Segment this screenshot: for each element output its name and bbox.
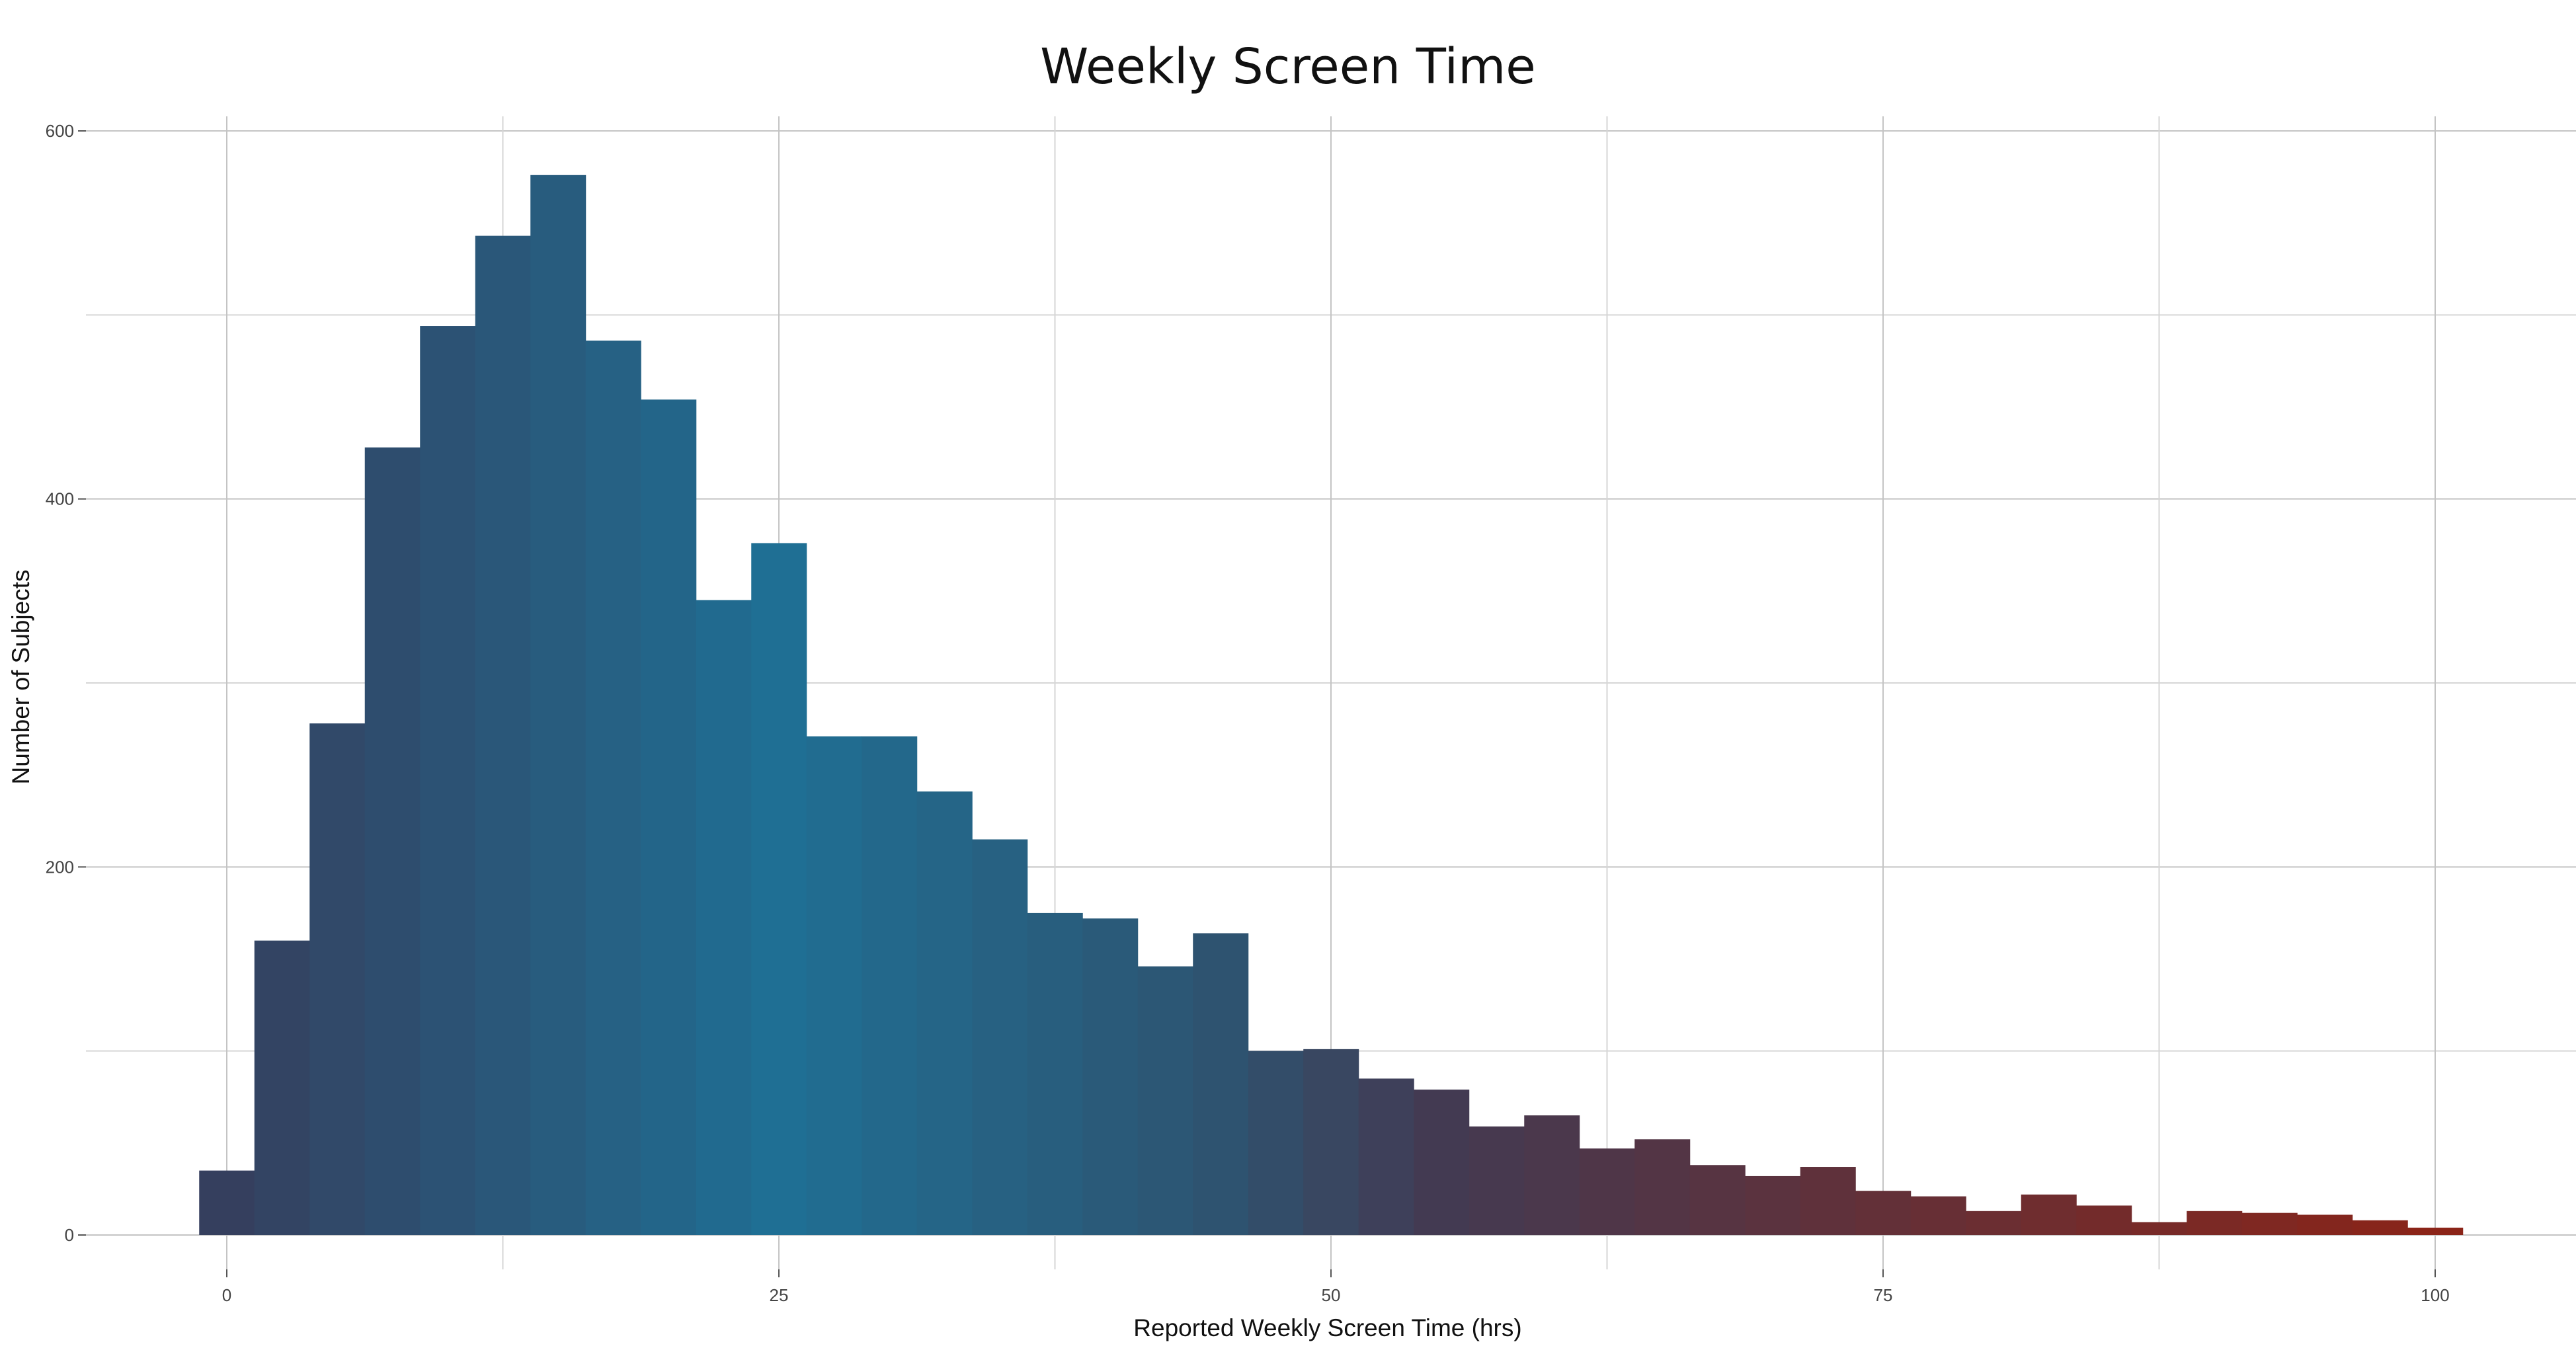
histogram-bar (1689, 1165, 1746, 1235)
histogram-bar (475, 235, 531, 1235)
histogram-bar (2352, 1220, 2408, 1235)
histogram-bar (530, 175, 586, 1235)
histogram-bar (1193, 933, 1249, 1235)
histogram-bar (751, 543, 807, 1235)
histogram-bar (364, 447, 421, 1235)
y-tick-label: 200 (46, 857, 74, 877)
x-tick-label: 50 (1322, 1285, 1341, 1305)
chart-title: Weekly Screen Time (1040, 38, 1536, 95)
histogram-bar (1910, 1196, 1966, 1235)
histogram-bars (199, 175, 2464, 1235)
histogram-bar (2076, 1205, 2132, 1235)
y-axis-label: Number of Subjects (7, 569, 34, 785)
y-tick-label: 400 (46, 489, 74, 509)
x-tick-label: 25 (770, 1285, 789, 1305)
x-tick-label: 100 (2421, 1285, 2449, 1305)
histogram-bar (1248, 1051, 1304, 1235)
histogram-bar (1303, 1049, 1359, 1235)
histogram-bar (1469, 1126, 1525, 1235)
histogram-bar (1358, 1078, 1414, 1235)
histogram-bar (585, 340, 641, 1235)
histogram-bar (1414, 1090, 1470, 1235)
histogram-bar (309, 723, 366, 1235)
histogram-bar (1137, 966, 1193, 1235)
x-tick-label: 0 (222, 1285, 231, 1305)
histogram-bar (1966, 1211, 2022, 1235)
histogram-bar (2407, 1227, 2464, 1235)
histogram-bar (2021, 1194, 2077, 1235)
histogram-bar (1855, 1191, 1912, 1235)
histogram-bar (1634, 1139, 1691, 1235)
x-tick-label: 75 (1874, 1285, 1893, 1305)
histogram-bar (2131, 1222, 2187, 1235)
histogram-bar (420, 326, 476, 1235)
histogram-bar (1082, 918, 1139, 1235)
histogram-bar (199, 1170, 255, 1235)
histogram-bar (972, 839, 1028, 1235)
y-tick-label: 600 (46, 121, 74, 141)
histogram-bar (1745, 1175, 1801, 1235)
histogram-bar (641, 399, 697, 1235)
histogram-bar (1800, 1167, 1856, 1235)
histogram-bar (696, 600, 752, 1235)
histogram-bar (254, 940, 310, 1235)
histogram-bar (1524, 1115, 1580, 1235)
y-tick-label: 0 (65, 1225, 74, 1245)
axis-ticks: 0 200 400 600 0 25 50 75 100 (46, 121, 2450, 1305)
histogram-bar (2187, 1211, 2243, 1235)
histogram-bar (916, 791, 973, 1235)
histogram-bar (2297, 1215, 2353, 1235)
histogram-bar (806, 736, 862, 1235)
histogram-bar (862, 736, 918, 1235)
histogram-bar (1027, 912, 1083, 1235)
histogram-bar (2241, 1213, 2298, 1235)
histogram-bar (1579, 1148, 1635, 1235)
x-axis-label: Reported Weekly Screen Time (hrs) (1133, 1314, 1522, 1341)
